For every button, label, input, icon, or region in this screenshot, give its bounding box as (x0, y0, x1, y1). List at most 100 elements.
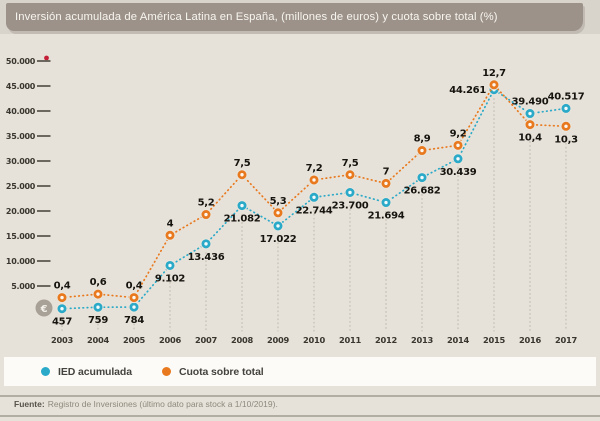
source-label: Fuente: (14, 399, 45, 409)
series-line-cuota (61, 83, 567, 299)
chart-legend: IED acumulada Cuota sobre total (4, 357, 596, 386)
y-tick-label: 50.000 (6, 57, 36, 66)
year-label-2012: 2012 (375, 335, 397, 345)
y-tick-label: 10.000 (6, 257, 36, 266)
data-point-hole-cuota-2011 (348, 173, 352, 177)
data-point-hole-ied-2006 (168, 263, 172, 268)
data-point-hole-cuota-2016 (528, 122, 532, 127)
value-label-ied-2003: 457 (52, 317, 72, 328)
value-label-ied-2013: 26.682 (404, 186, 441, 197)
year-label-2016: 2016 (519, 335, 541, 345)
y-tick-label: 35.000 (6, 132, 36, 141)
title-bar: Inversión acumulada de América Latina en… (6, 3, 583, 31)
data-point-hole-cuota-2017 (564, 124, 568, 129)
data-point-hole-ied-2007 (204, 242, 208, 246)
year-label-2011: 2011 (339, 335, 361, 345)
data-point-hole-cuota-2006 (168, 233, 172, 237)
euro-icon: € (40, 304, 48, 315)
data-point-hole-ied-2016 (528, 111, 532, 116)
legend-label-cuota: Cuota sobre total (178, 365, 264, 378)
year-label-2004: 2004 (87, 335, 109, 345)
value-label-cuota-2008: 7,5 (234, 158, 251, 169)
year-label-2006: 2006 (159, 335, 181, 345)
value-label-cuota-2004: 0,6 (90, 277, 107, 288)
legend-dot-cuota-icon (161, 367, 171, 376)
y-tick-label: 20.000 (6, 207, 36, 216)
data-point-hole-ied-2012 (384, 200, 388, 205)
value-label-ied-2007: 13.436 (188, 252, 225, 263)
value-label-cuota-2003: 0,4 (54, 281, 71, 292)
y-tick-label: 45.000 (6, 82, 36, 91)
value-label-ied-2011: 23.700 (332, 201, 369, 212)
value-label-cuota-2009: 5,3 (270, 196, 287, 207)
year-label-2010: 2010 (303, 335, 325, 345)
data-point-hole-cuota-2005 (132, 295, 136, 300)
year-label-2017: 2017 (555, 335, 577, 345)
footer-divider-bottom (0, 415, 600, 417)
data-point-hole-cuota-2015 (492, 83, 496, 87)
data-point-hole-cuota-2013 (420, 148, 424, 153)
data-point-hole-ied-2013 (420, 175, 424, 180)
data-point-hole-cuota-2007 (204, 212, 208, 217)
data-point-hole-cuota-2010 (312, 178, 316, 182)
page-title: Inversión acumulada de América Latina en… (15, 11, 498, 23)
value-label-ied-2004: 759 (88, 315, 108, 326)
footer-divider-top (0, 395, 600, 397)
y-tick-label: 25.000 (6, 182, 36, 191)
year-label-2009: 2009 (267, 335, 289, 345)
y-tick-label: 5.000 (11, 282, 36, 291)
line-chart: 2003 2004 2005 2006 2007 2008 2009 2010 2011 2012… (6, 55, 585, 345)
value-label-ied-2014: 30.439 (440, 167, 477, 178)
data-point-hole-ied-2009 (276, 224, 280, 228)
legend-item-cuota: Cuota sobre total (161, 365, 264, 378)
legend-item-ied: IED acumulada (41, 366, 132, 378)
data-point-hole-cuota-2008 (240, 173, 244, 177)
source-note: Fuente: Registro de Inversiones (último d… (14, 399, 584, 409)
value-label-ied-2010: 22.744 (296, 205, 333, 216)
value-label-cuota-2010: 7,2 (306, 163, 323, 174)
value-label-cuota-2016: 10,4 (518, 133, 542, 144)
data-point-hole-cuota-2004 (96, 292, 100, 296)
value-label-ied-2005: 784 (124, 315, 144, 326)
year-label-2005: 2005 (123, 335, 145, 345)
value-label-ied-2009: 17.022 (260, 234, 297, 245)
source-text: Registro de Inversiones (último dato par… (47, 399, 278, 409)
value-label-cuota-2015: 12,7 (482, 68, 506, 79)
year-label-2014: 2014 (447, 335, 469, 345)
year-label-2013: 2013 (411, 335, 433, 345)
value-label-cuota-2011: 7,5 (342, 158, 359, 169)
y-tick-label: 15.000 (6, 232, 36, 241)
legend-label-ied: IED acumulada (58, 365, 132, 378)
value-label-ied-2017: 40.517 (548, 91, 585, 102)
y-axis-top-marker-icon (44, 55, 49, 61)
value-label-ied-2008: 21.082 (224, 214, 261, 225)
data-point-hole-ied-2003 (60, 307, 64, 311)
y-tick-label: 40.000 (6, 107, 36, 116)
data-point-hole-ied-2011 (348, 190, 352, 195)
data-point-hole-ied-2004 (96, 305, 100, 309)
data-point-hole-cuota-2009 (276, 211, 280, 215)
year-label-2015: 2015 (483, 335, 505, 345)
year-label-2003: 2003 (51, 335, 73, 345)
value-label-ied-2016: 39.490 (512, 97, 549, 108)
legend-dot-ied-icon (41, 367, 50, 376)
euro-badge (35, 299, 53, 317)
data-point-hole-ied-2005 (132, 305, 136, 309)
data-point-hole-cuota-2003 (60, 295, 64, 300)
data-point-hole-ied-2017 (564, 106, 568, 111)
value-label-ied-2006: 9.102 (155, 273, 185, 284)
value-label-cuota-2005: 0,4 (126, 281, 143, 292)
value-label-cuota-2014: 9,2 (450, 128, 467, 139)
data-point-hole-ied-2008 (240, 203, 244, 208)
value-label-ied-2012: 21.694 (368, 211, 405, 222)
value-label-cuota-2013: 8,9 (414, 134, 431, 145)
value-label-cuota-2007: 5,2 (198, 198, 215, 209)
data-point-hole-ied-2014 (456, 157, 460, 161)
data-point-hole-cuota-2012 (384, 181, 388, 186)
y-tick-label: 30.000 (6, 157, 36, 166)
value-label-cuota-2017: 10,3 (554, 134, 578, 145)
data-point-hole-cuota-2014 (456, 143, 460, 148)
data-point-hole-ied-2010 (312, 195, 316, 199)
value-label-cuota-2012: 7 (383, 166, 390, 177)
